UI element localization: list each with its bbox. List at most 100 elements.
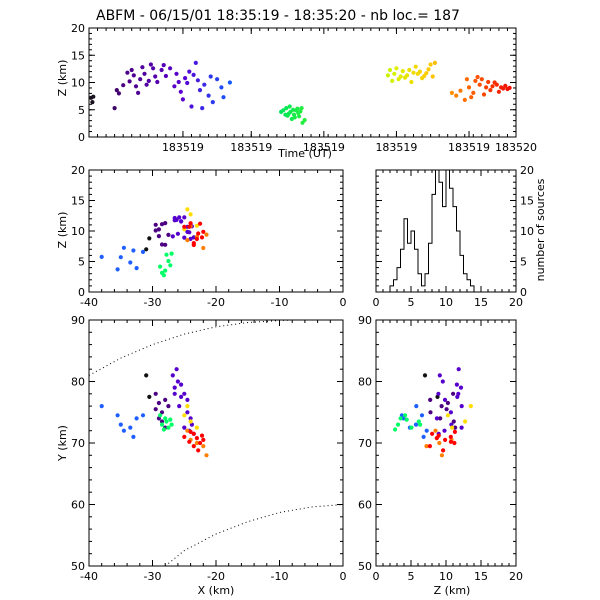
source-point [185,404,190,409]
source-point [118,255,123,260]
source-point [121,83,126,88]
source-point [138,77,143,82]
source-point [387,67,393,73]
source-point [163,73,168,79]
zy-y-tick-label: 60 [358,499,372,512]
source-point [404,417,409,422]
source-point [454,382,459,387]
source-point [281,108,286,113]
source-point [424,444,429,449]
source-point [185,80,190,86]
source-point [199,433,205,438]
source-point [188,221,193,226]
source-point [180,97,185,102]
source-point [198,221,203,226]
xy-panel-x-label: X (km) [198,584,235,597]
xz-x-tick-label: -40 [80,296,98,309]
xy-y-tick-label: 70 [71,437,85,450]
source-point [201,444,206,449]
source-point [91,94,96,99]
source-point [453,425,458,430]
source-point [133,84,139,89]
figure-title: ABFM - 06/15/01 18:35:19 - 18:35:20 - nb… [96,8,460,24]
source-point [448,434,453,439]
source-point [407,67,412,73]
source-point [182,434,187,439]
source-point [452,429,457,434]
xy-y-tick-label: 50 [71,560,85,573]
source-point [153,391,158,396]
source-point [187,439,192,444]
source-point [424,71,429,76]
source-point [439,453,444,458]
source-point [166,425,171,430]
time-x-tick-label: 183519 [303,141,345,154]
source-point [175,379,180,384]
source-point [196,448,201,453]
range-ring-curve [164,504,344,567]
source-point [496,89,501,94]
source-point [187,230,192,235]
source-point [182,224,187,229]
source-point [469,95,474,100]
source-point [298,109,303,114]
source-point [99,254,104,259]
source-point [194,436,199,441]
source-point [215,77,220,82]
x-z-panel: -40 -30 -20 -10 0 0 5 10 15 20 [71,164,347,309]
source-point [418,422,423,427]
source-point [131,73,136,78]
source-point [196,231,201,236]
source-point [182,425,187,430]
source-point [170,373,175,378]
source-point [199,235,205,240]
range-ring-curve [88,319,293,376]
source-point [194,425,199,430]
xy-x-tick-label: 0 [340,570,347,583]
hist-y-tick-label: 15 [520,195,534,208]
source-point [445,400,450,406]
source-point [210,100,215,105]
source-point [436,391,441,396]
source-point [153,222,158,227]
source-point [488,88,493,93]
source-point [172,218,177,223]
source-point [176,79,181,85]
zy-x-tick-label: 0 [373,570,380,583]
histogram-count-label: number of sources [534,178,547,281]
source-point [170,234,175,239]
source-point [442,428,447,433]
source-point [456,391,461,396]
source-point [179,382,184,387]
time-x-tick-label: 183520 [495,141,537,154]
source-point [163,221,168,226]
time-y-tick-label: 10 [71,77,85,90]
source-point [156,400,161,406]
source-point [185,238,190,243]
time-x-tick-label: 183519 [230,141,272,154]
source-point [206,93,211,98]
source-point [182,235,187,240]
source-point [175,231,180,236]
source-point [411,70,416,75]
source-point [188,236,193,241]
zy-x-tick-label: 15 [474,570,488,583]
source-point [183,76,188,81]
xz-panel-z-label: Z (km) [56,212,69,249]
source-point [219,85,224,90]
source-point [414,404,419,409]
source-point [437,440,442,446]
time-altitude-panel: 183519 183519 183519 183519 183519 183520 0 5 10… [71,22,537,154]
time-x-tick-label: 183519 [375,141,417,154]
source-point [194,223,199,228]
source-point [155,79,160,85]
source-point [454,93,459,98]
source-point [473,78,478,83]
source-point [287,104,292,109]
source-point [174,71,179,76]
xz-x-tick-label: -20 [207,296,225,309]
source-point [419,413,425,418]
source-point [302,118,307,123]
source-point [430,74,435,79]
